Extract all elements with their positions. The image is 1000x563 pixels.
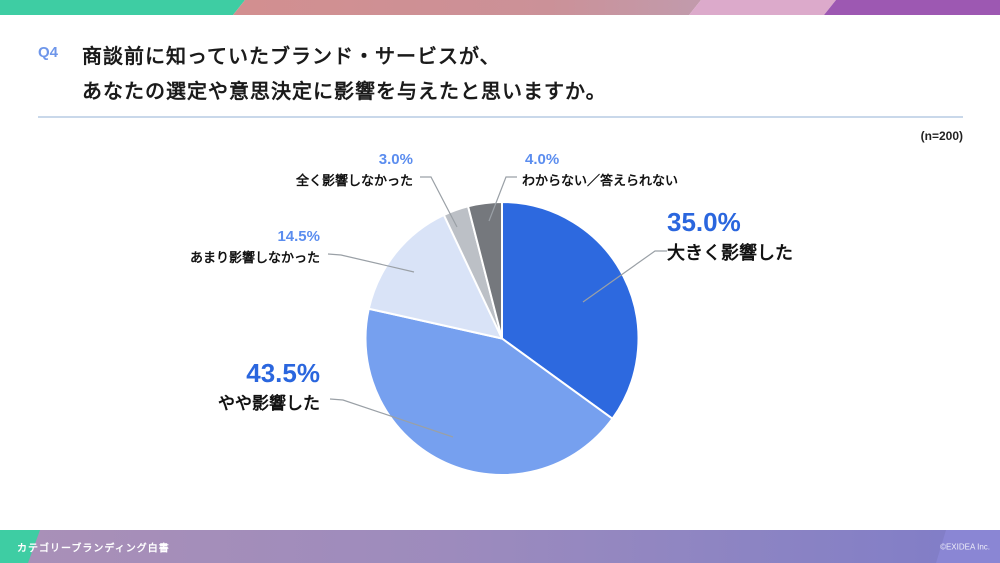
footer-document-title: カテゴリーブランディング白書 [17, 543, 170, 554]
callout-unknown: 4.0% わからない／答えられない [522, 152, 678, 188]
question-number: Q4 [38, 44, 59, 61]
callout-value-unknown: 4.0% [525, 151, 560, 168]
callout-large-impact: 35.0% 大きく影響した [667, 207, 793, 265]
callout-value-some-impact: 43.5% [246, 358, 320, 388]
callout-value-no-impact: 3.0% [378, 151, 413, 168]
top-accent-bar [0, 0, 1000, 15]
header: Q4 商談前に知っていたブランド・サービスが、 あなたの選定や意思決定に影響を与… [38, 40, 607, 110]
pie-slice-4 [467, 201, 503, 340]
title-line-2: あなたの選定や意思決定に影響を与えたと思いますか。 [82, 81, 607, 103]
callout-category-unknown: わからない／答えられない [522, 172, 679, 188]
topbar-lightpink-segment [689, 0, 836, 15]
title-line-1: 商談前に知っていたブランド・サービスが、 [82, 46, 501, 68]
pie-slice-1 [364, 307, 614, 476]
leader-line-unknown [488, 176, 517, 222]
footer-copyright: ©EXIDEA Inc. [940, 542, 990, 551]
title-divider [38, 116, 963, 118]
callout-value-large-impact: 35.0% [667, 207, 741, 237]
topbar-teal-segment [0, 0, 245, 15]
pie-slice-0 [501, 201, 640, 420]
sample-size-label: (n=200) [920, 129, 963, 143]
callout-category-little-impact: あまり影響しなかった [189, 249, 320, 265]
footer-bar: カテゴリーブランディング白書 ©EXIDEA Inc. [0, 530, 1000, 563]
callout-category-large-impact: 大きく影響した [667, 243, 793, 264]
callout-value-little-impact: 14.5% [277, 228, 320, 245]
footer-right-block [936, 530, 1000, 563]
leader-line-little-impact [327, 253, 415, 273]
page-title: 商談前に知っていたブランド・サービスが、 あなたの選定や意思決定に影響を与えたと… [82, 40, 607, 110]
topbar-purple-segment [824, 0, 1000, 15]
topbar-salmon-segment [233, 0, 701, 15]
callout-category-no-impact: 全く影響しなかった [295, 172, 413, 188]
callout-little-impact: 14.5% あまり影響しなかった [190, 229, 320, 265]
leader-line-large-impact [582, 250, 667, 303]
pie-slices [364, 201, 640, 476]
callout-some-impact: 43.5% やや影響した [218, 358, 320, 415]
callout-no-impact: 3.0% 全く影響しなかった [296, 152, 413, 188]
leader-line-no-impact [420, 176, 458, 228]
callout-category-some-impact: やや影響した [218, 394, 320, 414]
leader-line-some-impact [329, 398, 454, 438]
pie-slice-2 [367, 213, 503, 340]
